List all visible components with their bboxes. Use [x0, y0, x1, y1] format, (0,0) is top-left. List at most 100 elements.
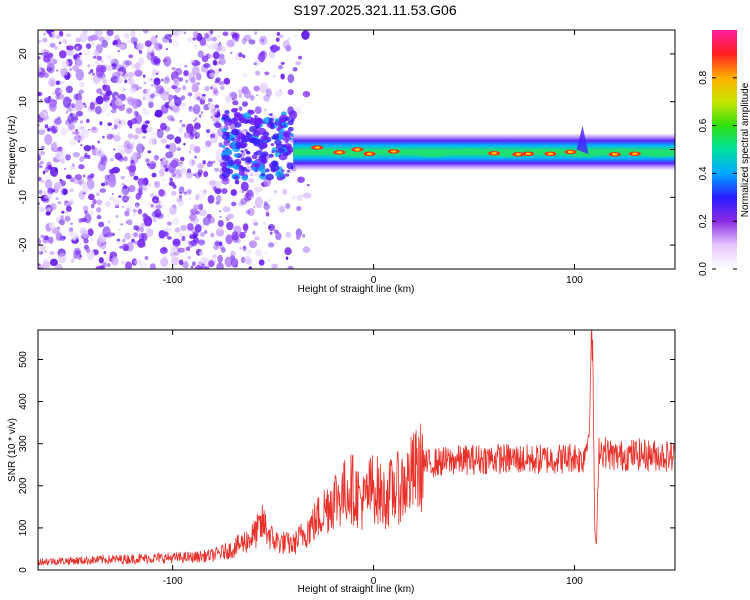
- spectrogram-noise-dot: [95, 207, 102, 213]
- spectrogram-noise-dot: [254, 196, 263, 209]
- carrier-core: [429, 153, 434, 158]
- spectrogram-noise-dot: [244, 139, 249, 143]
- spectrogram-noise-dot: [253, 222, 259, 226]
- spectrogram-noise-dot: [177, 77, 184, 82]
- spectrogram-noise-dot: [178, 63, 182, 67]
- colorbar-gradient: [712, 30, 737, 269]
- spectrogram-noise-dot: [85, 118, 90, 123]
- spectrogram-noise-dot: [192, 261, 196, 267]
- spectrogram-noise-dot: [90, 126, 99, 134]
- colorbar-tick-label: 0.6: [698, 118, 709, 132]
- spectrogram-noise-dot: [218, 241, 223, 247]
- spectrogram-noise-dot: [46, 207, 52, 212]
- spectrogram-noise-dot: [78, 164, 85, 170]
- spectrogram-noise-dot: [56, 69, 59, 72]
- spectrogram-noise-dot: [40, 234, 45, 239]
- spectrogram-noise-dot: [258, 259, 265, 266]
- spectrogram-noise-dot: [206, 128, 211, 134]
- spectrogram-noise-dot: [141, 146, 146, 151]
- spectrogram-noise-dot: [38, 176, 42, 182]
- carrier-core: [616, 148, 621, 153]
- spectrogram-noise-dot: [125, 220, 129, 225]
- spectrogram-y-tick-label: 10: [18, 96, 29, 108]
- spectrogram-noise-dot: [269, 240, 272, 243]
- spectrogram-noise-dot: [254, 236, 260, 241]
- spectrogram-noise-dot: [217, 254, 224, 263]
- spectrogram-noise-dot: [142, 30, 149, 34]
- spectrogram-noise-dot: [303, 192, 312, 199]
- spectrogram-noise-dot: [154, 208, 162, 218]
- spectrogram-noise-dot: [259, 82, 268, 94]
- spectrogram-noise-dot: [227, 91, 236, 99]
- spectrogram-noise-dot: [178, 194, 183, 199]
- spectrogram-noise-dot: [231, 231, 239, 241]
- spectrogram-noise-dot: [61, 59, 69, 69]
- spectrogram-noise-dot: [181, 102, 186, 107]
- carrier-core: [541, 148, 546, 153]
- spectrogram-noise-dot: [179, 156, 185, 162]
- spectrogram-noise-dot: [194, 224, 202, 233]
- spectrogram-noise-dot: [187, 36, 192, 43]
- carrier-core: [435, 152, 440, 157]
- spectrogram-noise-dot: [214, 104, 220, 109]
- spectrogram-noise-dot: [116, 238, 121, 242]
- spectrogram-noise-dot: [111, 256, 118, 266]
- spectrogram-noise-dot: [113, 134, 121, 142]
- snr-y-tick-label: 500: [18, 351, 29, 368]
- spectrogram-noise-dot: [242, 112, 251, 119]
- carrier-core: [399, 148, 404, 153]
- spectrogram-noise-dot: [137, 188, 140, 191]
- spectrogram-noise-dot: [78, 181, 82, 185]
- spectrogram-noise-dot: [155, 72, 159, 75]
- spectrogram-noise-dot: [240, 256, 246, 264]
- spectrogram-noise-dot: [297, 176, 305, 183]
- carrier-core: [348, 152, 353, 157]
- spectrogram-noise-dot: [72, 151, 81, 158]
- spectrogram-noise-dot: [69, 67, 72, 72]
- spectrogram-noise-dot: [78, 126, 85, 131]
- spectrogram-noise-dot: [39, 111, 48, 119]
- carrier-hotspot-core: [547, 152, 554, 156]
- spectrogram-noise-dot: [58, 89, 65, 93]
- spectrogram-noise-dot: [95, 95, 104, 105]
- spectrogram-noise-dot: [282, 132, 289, 137]
- spectrogram-noise-dot: [59, 80, 65, 85]
- spectrogram-noise-dot: [208, 103, 215, 110]
- spectrogram-noise-dot: [218, 68, 222, 72]
- spectrogram-noise-dot: [73, 179, 79, 185]
- spectrogram-noise-dot: [197, 50, 204, 58]
- spectrogram-noise-dot: [167, 162, 176, 174]
- spectrogram-noise-dot: [250, 172, 253, 177]
- spectrogram-noise-dot: [58, 252, 67, 264]
- spectrogram-noise-dot: [256, 94, 259, 97]
- snr-y-axis: 0 100 200 300 400 500: [18, 351, 675, 573]
- spectrogram-noise-dot: [152, 217, 157, 223]
- spectrogram-noise-dot: [287, 126, 294, 132]
- spectrogram-noise-dot: [247, 109, 253, 114]
- carrier-core: [556, 149, 561, 154]
- spectrogram-noise-dot: [278, 65, 284, 70]
- spectrogram-noise-dot: [64, 200, 68, 204]
- snr-frame: [37, 329, 676, 571]
- spectrogram-noise-dot: [235, 141, 242, 148]
- spectrogram-noise-dot: [249, 137, 257, 144]
- carrier-core: [354, 153, 359, 158]
- carrier-core: [673, 151, 675, 156]
- spectrogram-noise-dot: [111, 127, 115, 131]
- spectrogram-noise-dot: [233, 165, 240, 170]
- spectrogram-noise-dot: [201, 55, 209, 63]
- carrier-core: [432, 153, 437, 158]
- spectrogram-noise-dot: [260, 135, 268, 142]
- spectrogram-noise-dot: [57, 201, 62, 205]
- spectrogram-noise-dot: [254, 186, 263, 193]
- spectrogram-noise-dot: [276, 127, 281, 132]
- spectrogram-noise-dot: [165, 144, 171, 149]
- spectrogram-noise-dot: [138, 260, 142, 263]
- spectrogram-noise-dot: [160, 138, 168, 144]
- carrier-core: [342, 152, 347, 157]
- spectrogram-noise-dot: [275, 170, 284, 178]
- spectrogram-noise-dot: [282, 188, 287, 195]
- carrier-hotspot-core: [611, 153, 618, 156]
- spectrogram-noise-dot: [213, 243, 219, 251]
- spectrogram-noise-dot: [150, 35, 158, 46]
